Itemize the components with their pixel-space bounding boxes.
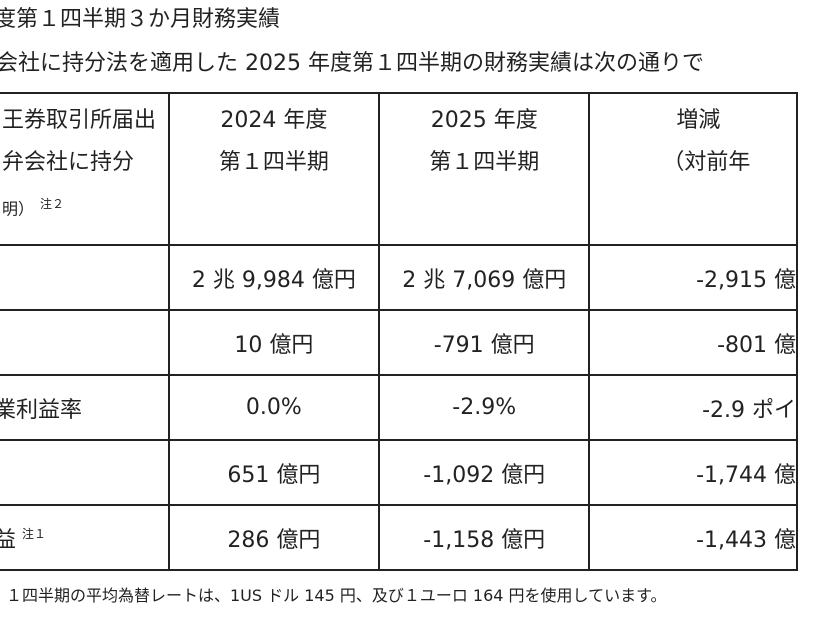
row-value-2024: 0.0% xyxy=(167,374,381,441)
row-note-marker: 注１ xyxy=(22,527,47,542)
footnote: １四半期の平均為替レートは、1US ドル 145 円、及び１ユーロ 164 円を… xyxy=(6,586,667,605)
header-2024-year: 2024 年度 xyxy=(220,108,328,133)
row-label: 営業利益率 xyxy=(0,374,170,441)
row-value-change: -1,744 億 xyxy=(588,439,798,506)
row-label: 益 xyxy=(0,309,170,376)
row-value-2024: 2 兆 9,984 億円 xyxy=(167,244,381,311)
row-value-2024: 651 億円 xyxy=(167,439,381,506)
section-heading: 度第１四半期３か月財務実績 xyxy=(0,7,281,32)
header-label-cell: 王券取引所届出 弁会社に持分 明） 注２ xyxy=(0,92,170,246)
row-value-2025: -1,092 億円 xyxy=(378,439,591,506)
intro-paragraph: 会社に持分法を適用した 2025 年度第１四半期の財務実績は次の通りで xyxy=(0,51,704,76)
financial-results-table: 王券取引所届出 弁会社に持分 明） 注２ 2024 年度 第１四半期 2025 年… xyxy=(0,92,798,571)
header-label-line2: 弁会社に持分 xyxy=(2,150,135,175)
table-header-row: 王券取引所届出 弁会社に持分 明） 注２ 2024 年度 第１四半期 2025 年… xyxy=(0,92,798,246)
row-value-change: -2,915 億 xyxy=(588,244,798,311)
table-row: 益 651 億円 -1,092 億円 -1,744 億 xyxy=(0,439,798,506)
table-row: 利益注１ 286 億円 -1,158 億円 -1,443 億 xyxy=(0,504,798,571)
table-row: 益 10 億円 -791 億円 -801 億 xyxy=(0,309,798,376)
header-note-marker: 注２ xyxy=(40,197,65,211)
row-value-2025: -2.9% xyxy=(378,374,591,441)
header-change-title: 増減 xyxy=(676,108,721,133)
header-2024-quarter: 第１四半期 xyxy=(218,150,329,175)
row-label: 益 xyxy=(0,439,170,506)
header-2025-year: 2025 年度 xyxy=(430,108,538,133)
header-change-sub: （対前年 xyxy=(662,150,751,175)
row-value-2025: 2 兆 7,069 億円 xyxy=(378,244,591,311)
row-value-change: -801 億 xyxy=(588,309,798,376)
header-change-cell: 増減 （対前年 xyxy=(588,92,798,246)
row-value-2025: -791 億円 xyxy=(378,309,591,376)
table-row: 2 兆 9,984 億円 2 兆 7,069 億円 -2,915 億 xyxy=(0,244,798,311)
row-label xyxy=(0,244,170,311)
row-value-2025: -1,158 億円 xyxy=(378,504,591,571)
table-row: 営業利益率 0.0% -2.9% -2.9 ポイ xyxy=(0,374,798,441)
row-value-change: -2.9 ポイ xyxy=(588,374,798,441)
row-label: 利益 xyxy=(0,528,16,553)
row-label-cell: 利益注１ xyxy=(0,504,170,571)
header-2025-quarter: 第１四半期 xyxy=(429,150,540,175)
header-2025-cell: 2025 年度 第１四半期 xyxy=(378,92,591,246)
row-value-2024: 286 億円 xyxy=(167,504,381,571)
row-value-2024: 10 億円 xyxy=(167,309,381,376)
row-value-change: -1,443 億 xyxy=(588,504,798,571)
header-label-line3: 明） xyxy=(2,199,35,219)
header-label-line1: 王券取引所届出 xyxy=(2,108,157,133)
header-2024-cell: 2024 年度 第１四半期 xyxy=(167,92,381,246)
